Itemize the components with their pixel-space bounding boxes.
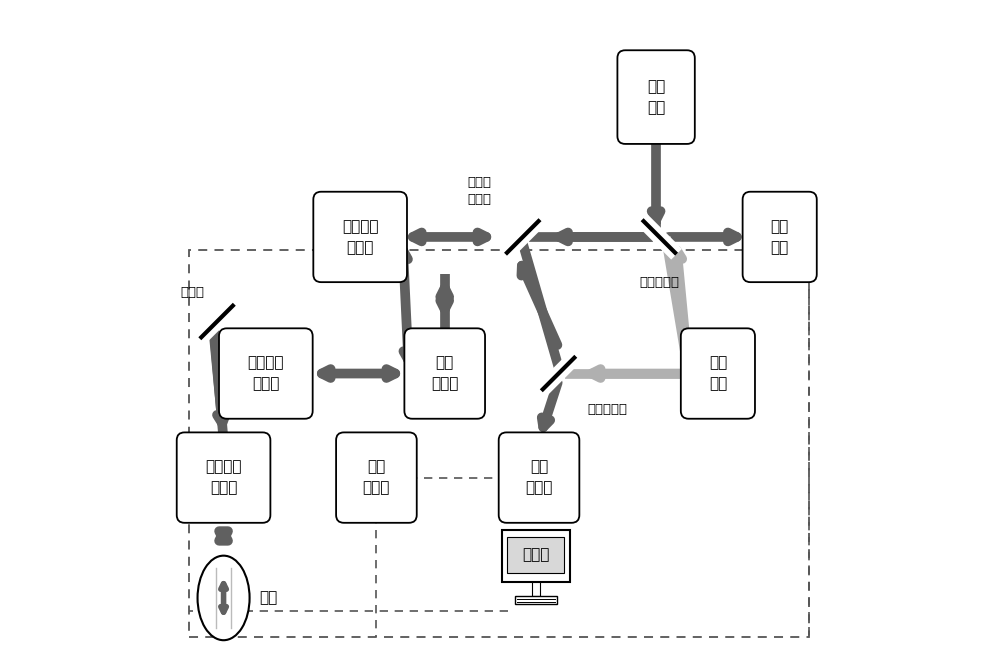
Text: 波前
校正器: 波前 校正器 (431, 356, 458, 392)
Text: 二向色
分光镜: 二向色 分光镜 (467, 176, 491, 207)
Text: 收集
系统: 收集 系统 (771, 219, 789, 255)
FancyBboxPatch shape (404, 328, 485, 419)
Text: 第二分光镜: 第二分光镜 (588, 403, 628, 416)
FancyBboxPatch shape (336, 432, 417, 523)
Bar (532, 582, 540, 596)
Bar (515, 596, 557, 604)
Text: 第二缩扩
束系统: 第二缩扩 束系统 (248, 356, 284, 392)
Bar (507, 537, 564, 573)
Text: 第一分光镜: 第一分光镜 (639, 276, 679, 289)
Ellipse shape (198, 556, 250, 640)
Text: 扫描镜: 扫描镜 (180, 286, 204, 298)
FancyBboxPatch shape (313, 192, 407, 282)
FancyBboxPatch shape (502, 529, 570, 582)
Text: 信标
光源: 信标 光源 (709, 356, 727, 392)
Text: 波前
传感器: 波前 传感器 (525, 460, 553, 495)
Text: 眼睛: 眼睛 (259, 590, 278, 605)
FancyBboxPatch shape (681, 328, 755, 419)
FancyBboxPatch shape (617, 51, 695, 144)
Text: 波前
控制器: 波前 控制器 (363, 460, 390, 495)
FancyBboxPatch shape (177, 432, 270, 523)
FancyBboxPatch shape (743, 192, 817, 282)
Text: 计算机: 计算机 (522, 547, 549, 562)
Text: 成像
光源: 成像 光源 (647, 79, 665, 115)
Text: 第三缩扩
束系统: 第三缩扩 束系统 (205, 460, 242, 495)
Bar (189, 250, 809, 637)
FancyBboxPatch shape (219, 328, 313, 419)
Text: 第一缩扩
束系统: 第一缩扩 束系统 (342, 219, 378, 255)
FancyBboxPatch shape (499, 432, 579, 523)
